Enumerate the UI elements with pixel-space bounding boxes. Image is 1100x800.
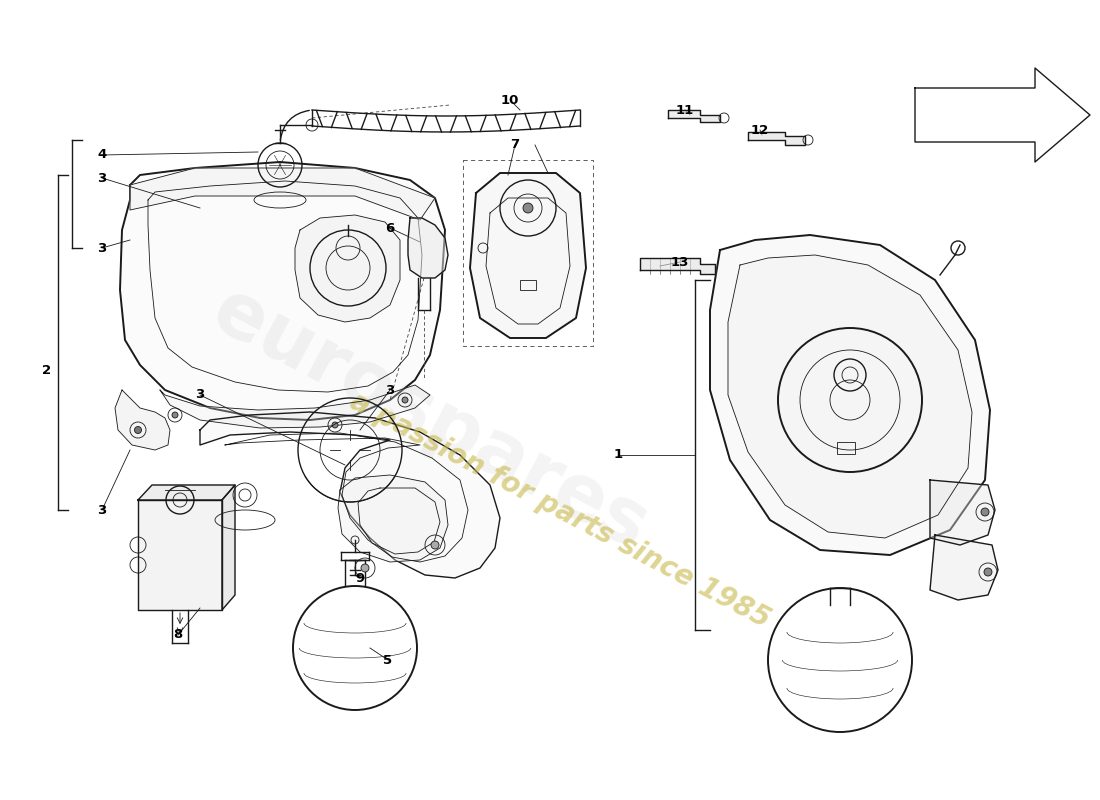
Polygon shape [640,258,715,274]
Polygon shape [710,235,990,555]
Polygon shape [138,500,222,610]
Text: 3: 3 [98,242,107,254]
Polygon shape [930,480,996,545]
Text: 3: 3 [196,389,205,402]
Circle shape [981,508,989,516]
Polygon shape [668,110,720,122]
Polygon shape [116,390,170,450]
Text: 12: 12 [751,123,769,137]
Circle shape [361,564,368,572]
Text: 2: 2 [43,363,52,377]
Text: 13: 13 [671,255,690,269]
Circle shape [522,203,534,213]
Text: 1: 1 [614,449,623,462]
Text: 3: 3 [98,503,107,517]
Text: 8: 8 [174,629,183,642]
Text: 6: 6 [385,222,395,234]
Polygon shape [338,475,448,562]
Polygon shape [930,535,998,600]
Circle shape [332,422,338,428]
Text: 3: 3 [385,383,395,397]
Polygon shape [200,412,500,578]
Text: 4: 4 [98,149,107,162]
Text: a passion for parts since 1985: a passion for parts since 1985 [345,387,774,633]
Text: eurospares: eurospares [199,274,660,566]
Polygon shape [120,162,446,420]
Circle shape [402,397,408,403]
Text: 5: 5 [384,654,393,666]
Circle shape [984,568,992,576]
Circle shape [134,426,142,434]
Polygon shape [130,168,434,220]
Text: 3: 3 [98,171,107,185]
Polygon shape [295,215,400,322]
Polygon shape [915,68,1090,162]
Text: 7: 7 [510,138,519,151]
Polygon shape [408,218,448,278]
Text: 9: 9 [355,571,364,585]
Polygon shape [160,385,430,428]
Text: 10: 10 [500,94,519,106]
Circle shape [172,412,178,418]
Text: 11: 11 [675,103,694,117]
Polygon shape [222,485,235,610]
Polygon shape [748,132,805,145]
Circle shape [431,541,439,549]
Polygon shape [728,255,972,538]
Polygon shape [470,173,586,338]
Polygon shape [138,485,235,500]
